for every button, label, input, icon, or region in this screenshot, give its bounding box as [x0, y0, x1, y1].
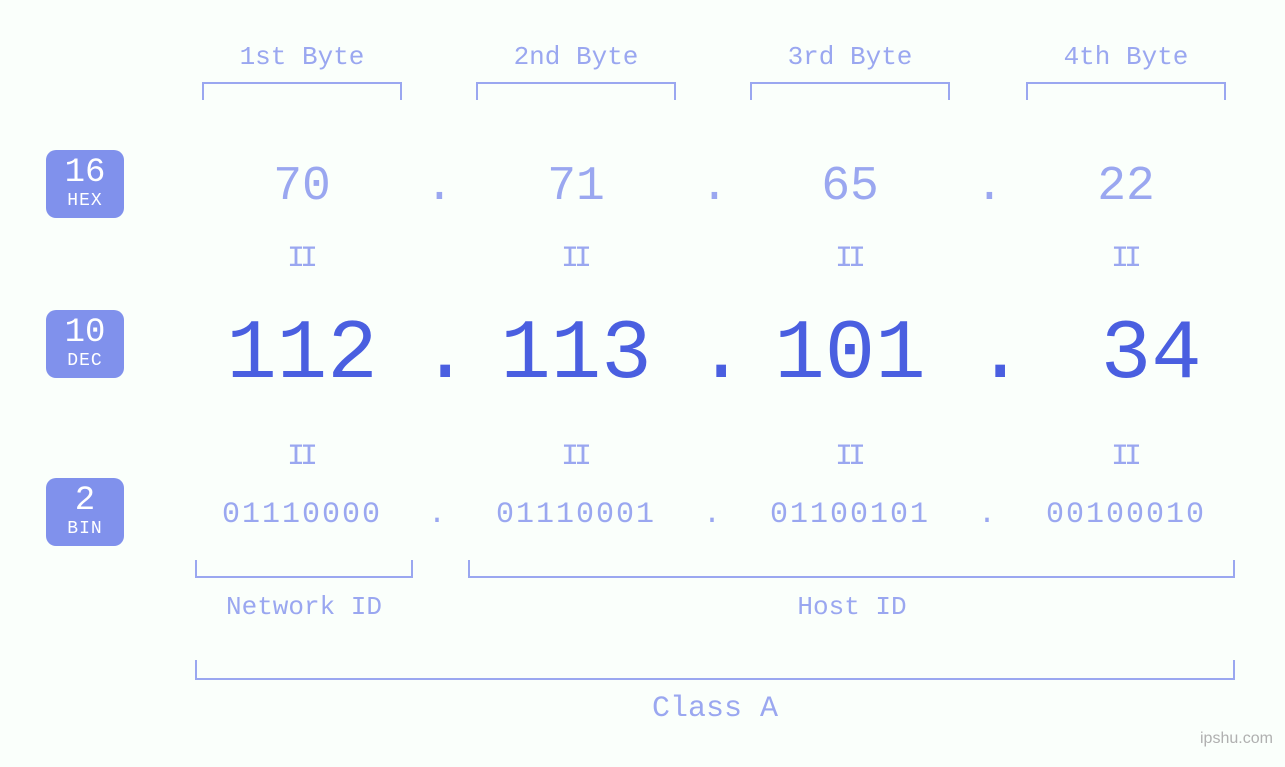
equals-dec-bin-3: II: [835, 440, 861, 474]
dec-byte-3: 101: [730, 308, 970, 403]
equals-hex-dec-2: II: [561, 242, 587, 276]
badge-bin: 2BIN: [46, 478, 124, 546]
byte-label-2: 2nd Byte: [476, 42, 676, 72]
hex-separator-1: .: [425, 160, 454, 214]
hex-byte-2: 71: [476, 160, 676, 214]
bin-byte-4: 00100010: [1006, 498, 1246, 532]
byte-bracket-top-2: [476, 82, 676, 100]
network-id-bracket: [195, 560, 413, 578]
class-label: Class A: [595, 692, 835, 726]
equals-hex-dec-1: II: [287, 242, 313, 276]
equals-dec-bin-1: II: [287, 440, 313, 474]
equals-hex-dec-3: II: [835, 242, 861, 276]
badge-hex-num: 16: [46, 156, 124, 190]
byte-label-3: 3rd Byte: [750, 42, 950, 72]
hex-separator-3: .: [975, 160, 1004, 214]
class-bracket: [195, 660, 1235, 680]
badge-bin-label: BIN: [46, 520, 124, 540]
badge-dec: 10DEC: [46, 310, 124, 378]
hex-byte-1: 70: [202, 160, 402, 214]
host-id-bracket: [468, 560, 1235, 578]
hex-separator-2: .: [700, 160, 729, 214]
bin-separator-3: .: [978, 498, 996, 532]
hex-byte-4: 22: [1026, 160, 1226, 214]
bin-separator-1: .: [428, 498, 446, 532]
equals-hex-dec-4: II: [1111, 242, 1137, 276]
byte-label-4: 4th Byte: [1026, 42, 1226, 72]
equals-dec-bin-2: II: [561, 440, 587, 474]
bin-byte-3: 01100101: [730, 498, 970, 532]
dec-separator-2: .: [696, 308, 746, 403]
dec-separator-1: .: [420, 308, 470, 403]
badge-dec-num: 10: [46, 316, 124, 350]
dec-byte-4: 34: [1006, 308, 1246, 403]
equals-dec-bin-4: II: [1111, 440, 1137, 474]
bin-byte-1: 01110000: [182, 498, 422, 532]
hex-byte-3: 65: [750, 160, 950, 214]
byte-bracket-top-1: [202, 82, 402, 100]
dec-byte-1: 112: [182, 308, 422, 403]
watermark: ipshu.com: [1200, 730, 1273, 748]
byte-label-1: 1st Byte: [202, 42, 402, 72]
dec-byte-2: 113: [456, 308, 696, 403]
network-id-label: Network ID: [184, 592, 424, 622]
badge-hex-label: HEX: [46, 192, 124, 212]
badge-hex: 16HEX: [46, 150, 124, 218]
badge-bin-num: 2: [46, 484, 124, 518]
bin-byte-2: 01110001: [456, 498, 696, 532]
dec-separator-3: .: [975, 308, 1025, 403]
host-id-label: Host ID: [732, 592, 972, 622]
bin-separator-2: .: [703, 498, 721, 532]
badge-dec-label: DEC: [46, 352, 124, 372]
byte-bracket-top-4: [1026, 82, 1226, 100]
byte-bracket-top-3: [750, 82, 950, 100]
